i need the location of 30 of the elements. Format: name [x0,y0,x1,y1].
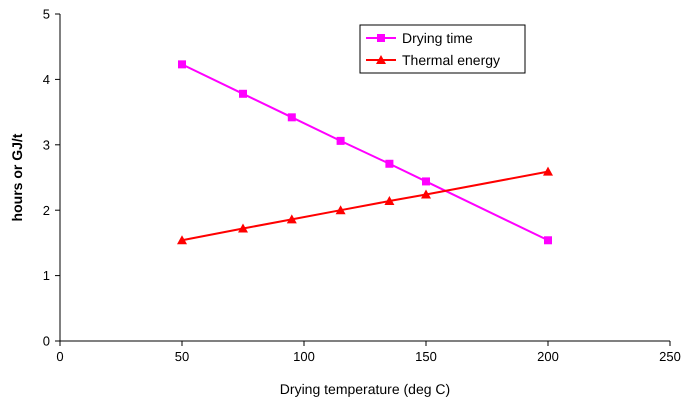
y-axis-title: hours or GJ/t [9,133,25,222]
point [238,224,248,233]
y-tick-label: 0 [42,334,50,349]
point [288,113,296,122]
y-tick-label: 2 [42,202,50,218]
x-tick-label: 150 [415,349,437,364]
point [543,166,553,176]
point [336,136,345,145]
point [421,190,431,199]
point [336,205,346,214]
point [384,196,394,206]
point [385,160,394,168]
point [239,90,247,98]
y-tick-label: 1 [42,268,50,284]
legend-label: Thermal energy [402,52,500,68]
x-tick-label: 50 [174,349,190,364]
y-tick-label: 5 [42,6,50,22]
x-tick-label: 200 [537,349,559,364]
x-tick-label: 250 [659,349,681,364]
legend-label: Drying time [402,30,474,46]
point [177,235,187,244]
x-axis-title: Drying temperature (deg C) [280,381,450,397]
point [544,236,552,244]
point [286,214,297,224]
point [178,60,186,68]
point [422,177,430,186]
y-tick-label: 4 [42,72,50,87]
x-tick-label: 0 [56,349,64,364]
x-tick-label: 100 [293,349,315,364]
y-tick-label: 3 [42,137,50,152]
